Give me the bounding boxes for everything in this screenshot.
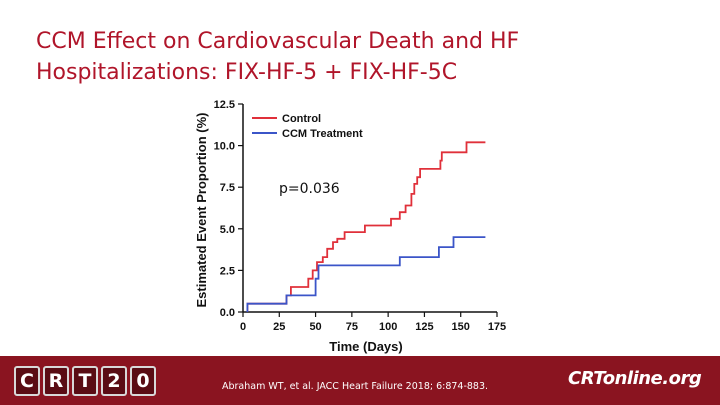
x-tick-label: 150 bbox=[452, 321, 470, 333]
y-tick-label: 10.0 bbox=[214, 141, 235, 153]
x-tick-label: 75 bbox=[346, 321, 358, 333]
chart-axes: 0 25 50 75 100 125 150 175 0.0 2.5 5.0 7.5 10.0 12.5 bbox=[214, 99, 507, 333]
x-tick-label: 50 bbox=[309, 321, 321, 333]
crt20-logo-letter: 2 bbox=[101, 366, 127, 396]
crtonline-logo: CRTonline.org bbox=[568, 368, 702, 389]
x-tick-label: 0 bbox=[240, 321, 246, 333]
series-line-ccm-treatment bbox=[246, 236, 486, 312]
y-tick-label: 0.0 bbox=[220, 307, 235, 319]
crt20-logo-letter: T bbox=[72, 366, 98, 396]
km-chart: 0 25 50 75 100 125 150 1750.02.55.07.510.012.5 … bbox=[194, 99, 507, 354]
citation-text: Abraham WT, et al. JACC Heart Failure 20… bbox=[222, 381, 489, 392]
x-tick-label: 125 bbox=[415, 321, 433, 333]
x-tick-label: 175 bbox=[488, 321, 506, 333]
legend-label: CCM Treatment bbox=[282, 128, 363, 140]
slide-title-line1: CCM Effect on Cardiovascular Death and H… bbox=[36, 29, 520, 54]
y-axis-label: Estimated Event Proportion (%) bbox=[194, 112, 209, 307]
x-tick-label: 25 bbox=[273, 321, 285, 333]
legend-label: Control bbox=[282, 113, 321, 125]
p-value-annotation: p=0.036 bbox=[279, 181, 340, 197]
crt20-logo-letter: C bbox=[14, 366, 40, 396]
slide-title-line2: Hospitalizations: FIX-HF-5 + FIX-HF-5C bbox=[36, 60, 458, 85]
chart-series bbox=[246, 141, 486, 312]
crt20-logo-letter: 0 bbox=[130, 366, 156, 396]
crt20-logo-letter: R bbox=[43, 366, 69, 396]
x-tick-label: 100 bbox=[379, 321, 397, 333]
y-tick-label: 5.0 bbox=[220, 224, 235, 236]
y-tick-label: 7.5 bbox=[220, 182, 235, 194]
x-axis-label: Time (Days) bbox=[329, 339, 402, 354]
y-tick-label: 2.5 bbox=[220, 265, 235, 277]
chart-legend: Control CCM Treatment bbox=[252, 113, 363, 140]
y-tick-label: 12.5 bbox=[214, 99, 235, 111]
slide-title: CCM Effect on Cardiovascular Death and H… bbox=[36, 26, 656, 88]
series-line-control bbox=[246, 141, 486, 312]
